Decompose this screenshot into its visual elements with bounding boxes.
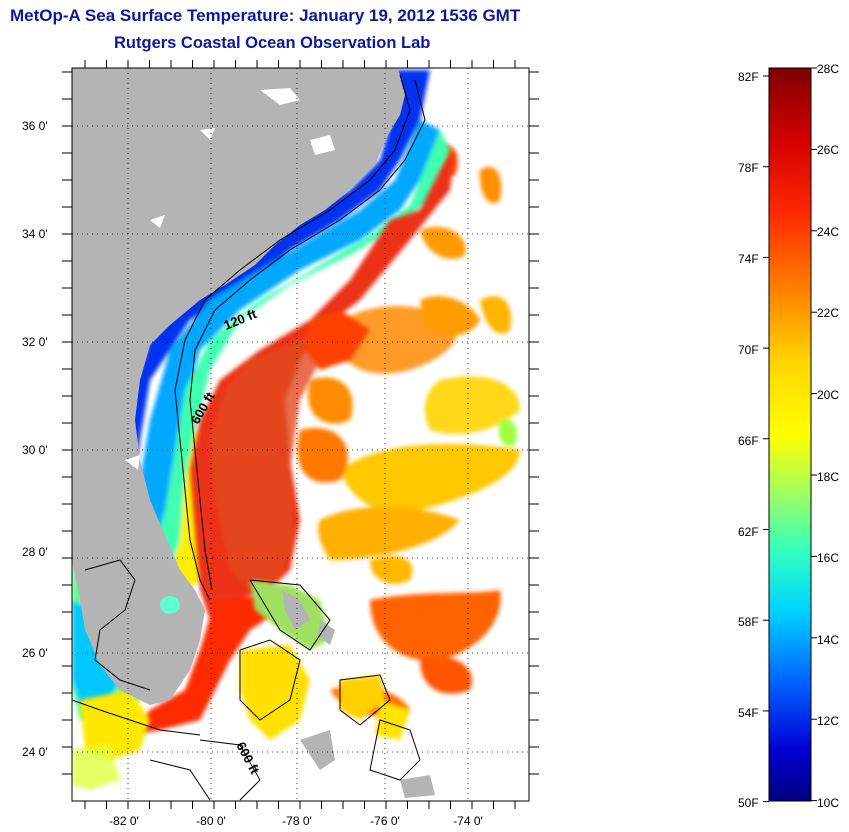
cb-f-54: 54F	[738, 706, 759, 720]
cb-f-50: 50F	[738, 796, 759, 810]
land-mass	[72, 68, 405, 705]
cb-c-16: 16C	[817, 551, 840, 565]
lon-label-76: -76 0'	[370, 814, 400, 828]
cb-f-58: 58F	[738, 615, 759, 629]
cb-c-26: 26C	[817, 143, 840, 157]
lake-okeechobee	[160, 596, 180, 614]
map-subtitle: Rutgers Coastal Ocean Observation Lab	[114, 34, 431, 52]
lon-label-74: -74 0'	[453, 814, 483, 828]
cb-f-78: 78F	[738, 161, 759, 175]
lon-label-78: -78 0'	[282, 814, 312, 828]
cb-c-22: 22C	[817, 306, 840, 320]
inland-water	[125, 88, 335, 470]
cb-f-62: 62F	[738, 525, 759, 539]
depth-contours	[72, 74, 426, 801]
lat-label-30: 30 0'	[22, 443, 48, 457]
lon-label-80: -80 0'	[196, 814, 226, 828]
cb-c-12: 12C	[817, 714, 840, 728]
axis-ticks	[62, 60, 539, 809]
cb-c-10: 10C	[817, 796, 840, 810]
bahamas-shallows	[72, 580, 410, 790]
lat-label-24: 24 0'	[22, 745, 48, 759]
colorbar	[768, 67, 812, 802]
lat-label-34: 34 0'	[22, 227, 48, 241]
lat-label-36: 36 0'	[22, 119, 48, 133]
cb-f-70: 70F	[738, 343, 759, 357]
lat-lon-grid	[72, 68, 529, 801]
map-title: MetOp-A Sea Surface Temperature: January…	[10, 6, 521, 25]
cb-f-74: 74F	[738, 252, 759, 266]
warm-water-fragments	[297, 144, 520, 716]
cb-c-20: 20C	[817, 388, 840, 402]
cb-c-24: 24C	[817, 225, 840, 239]
cb-c-18: 18C	[817, 470, 840, 484]
colorbar-ticks	[763, 67, 817, 803]
lat-label-26: 26 0'	[22, 646, 48, 660]
cb-f-66: 66F	[738, 434, 759, 448]
bahamas-islands	[282, 590, 435, 798]
lat-label-28: 28 0'	[22, 545, 48, 559]
cb-c-14: 14C	[817, 633, 840, 647]
cb-f-82: 82F	[738, 70, 759, 84]
lat-label-32: 32 0'	[22, 335, 48, 349]
cb-c-28: 28C	[817, 62, 840, 76]
lon-label-82: -82 0'	[109, 814, 139, 828]
